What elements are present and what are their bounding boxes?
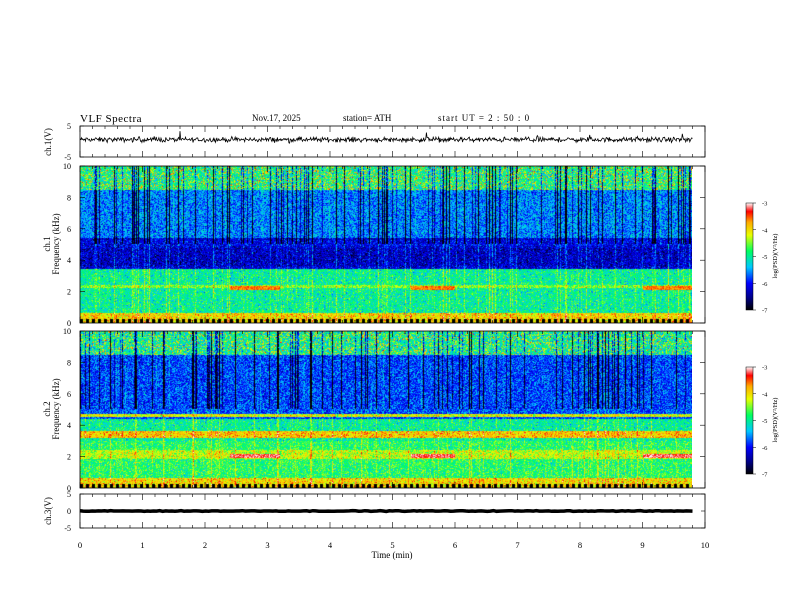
time-tick-label: 7 [515, 540, 519, 550]
colorbar-tick-label: -7 [762, 472, 768, 479]
colorbar-tick-label: -6 [762, 445, 768, 452]
colorbar-tick-label: -6 [762, 281, 768, 288]
y-tick-label: 5 [67, 122, 71, 131]
ch3-ylabel: ch.3(V) [43, 497, 53, 525]
date-label: Nov.17, 2025 [252, 113, 301, 123]
time-tick-label: 0 [78, 540, 82, 550]
freq-tick-label: 4 [67, 421, 71, 430]
freq-tick-label: 4 [67, 256, 71, 265]
colorbar-tick-label: -3 [762, 201, 767, 208]
freq-tick-label: 10 [63, 162, 71, 171]
colorbar-tick-label: -5 [762, 254, 767, 261]
freq-tick-label: 2 [67, 453, 71, 462]
y-tick-label: -5 [64, 524, 71, 533]
ch1-colorbar-label: log(PSD)(V²/Hz) [772, 234, 779, 279]
time-axis-labels: 0 1 2 3 4 5 6 7 8 9 10 [78, 540, 709, 550]
y-tick-label: 5 [67, 490, 71, 499]
ch2-colorbar-ticks: -3 -4 -5 -6 -7 [753, 365, 768, 479]
ch1-waveform-line [79, 131, 693, 144]
colorbar-tick-label: -4 [762, 227, 768, 234]
freq-tick-label: 6 [67, 390, 71, 399]
ch1-ylabel-frequency: Frequency (kHz) [51, 213, 61, 274]
station-label: station= ATH [343, 113, 392, 123]
ch2-ylabel-channel: ch.2 [42, 401, 52, 416]
start-time-label: start UT = 2 : 50 : 0 [438, 113, 531, 123]
time-axis-ticks [79, 126, 706, 528]
time-tick-label: 6 [453, 540, 457, 550]
time-tick-label: 1 [140, 540, 144, 550]
time-axis-label: Time (min) [372, 550, 413, 560]
freq-tick-label: 0 [67, 319, 71, 328]
ch1-frequency-ticks: 0 2 4 6 8 10 [63, 162, 705, 328]
y-tick-label: -5 [64, 153, 71, 162]
colorbar-tick-label: -5 [762, 418, 767, 425]
ch1-ylabel-channel: ch.1 [42, 236, 52, 251]
ch1-spectrogram-image [80, 166, 692, 323]
freq-tick-label: 8 [67, 193, 71, 202]
time-tick-label: 3 [265, 540, 269, 550]
time-tick-label: 9 [640, 540, 644, 550]
ch2-colorbar [745, 366, 754, 475]
freq-tick-label: 2 [67, 288, 71, 297]
time-tick-label: 8 [578, 540, 582, 550]
ch2-colorbar-label: log(PSD)(V²/Hz) [772, 398, 779, 443]
freq-tick-label: 0 [67, 484, 71, 493]
ch1-ylabel: ch.1(V) [43, 128, 53, 156]
ch2-spectrogram-image [80, 331, 692, 488]
chart-title: VLF Spectra [80, 113, 143, 125]
colorbar-tick-label: -4 [762, 391, 768, 398]
colorbar-tick-label: -7 [762, 308, 768, 315]
time-tick-label: 2 [203, 540, 207, 550]
time-tick-label: 4 [328, 540, 333, 550]
freq-tick-label: 10 [63, 327, 71, 336]
freq-tick-label: 8 [67, 358, 71, 367]
colorbar-tick-label: -3 [762, 365, 767, 372]
y-tick-label: 0 [67, 507, 71, 516]
ch1-y-ticks: 5 -5 [64, 122, 705, 162]
ch1-colorbar-ticks: -3 -4 -5 -6 -7 [753, 201, 768, 315]
time-tick-label: 5 [390, 540, 394, 550]
ch3-waveform-line [79, 508, 693, 514]
ch2-frequency-ticks: 0 2 4 6 8 10 [63, 327, 705, 493]
ch1-colorbar [745, 202, 754, 311]
ch3-y-ticks: 5 0 -5 [64, 490, 705, 533]
freq-tick-label: 6 [67, 225, 71, 234]
ch2-ylabel-frequency: Frequency (kHz) [51, 378, 61, 439]
time-tick-label: 10 [701, 540, 710, 550]
